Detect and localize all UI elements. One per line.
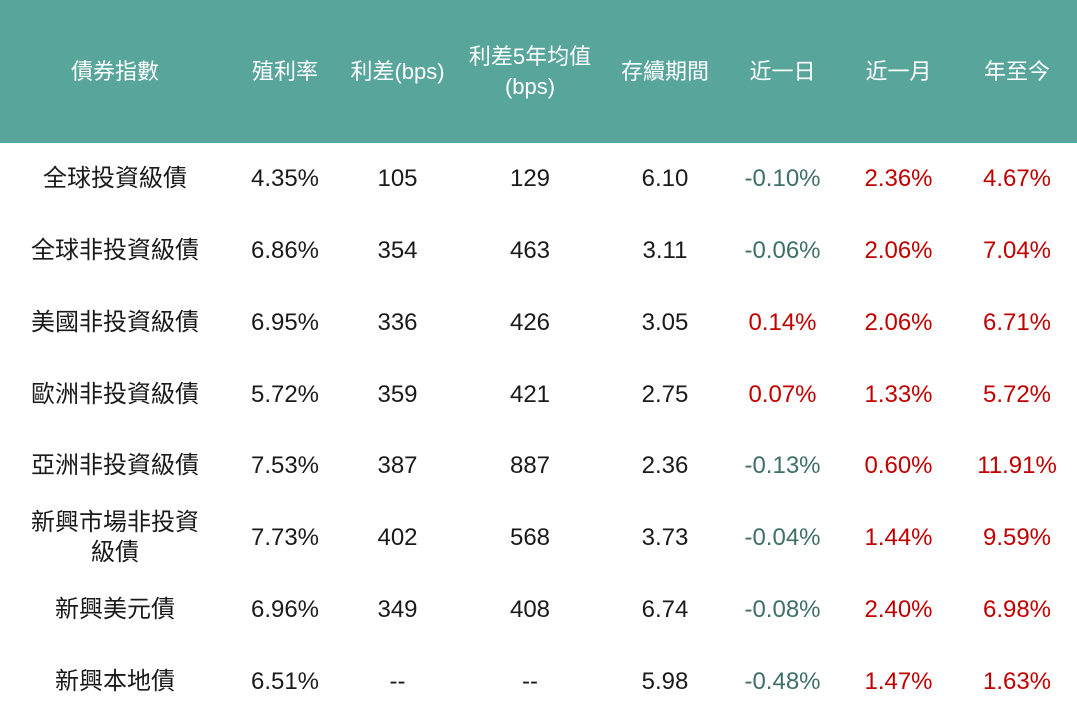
duration-cell: 2.75 [641, 380, 689, 408]
change-1d-cell: -0.06% [744, 236, 821, 264]
change-ytd-cell: 6.98% [982, 596, 1052, 624]
spread-cell: 359 [377, 380, 418, 408]
table-row: 新興美元債 6.96% 349 408 6.74 -0.08% 2.40% 6.… [0, 574, 1077, 646]
change-1m-cell: 1.47% [864, 668, 933, 696]
change-1d-cell: -0.10% [744, 164, 821, 192]
spread-5y-cell: 426 [509, 308, 551, 336]
spread-cell: 105 [377, 164, 418, 192]
yield-cell: 6.51% [250, 668, 320, 696]
change-1d-cell: -0.08% [744, 596, 821, 624]
change-ytd-cell: 4.67% [982, 164, 1052, 192]
index-name-cell: 新興市場非投資 級債 [31, 509, 199, 567]
spread-5y-cell: 421 [509, 380, 551, 408]
spread-cell: 387 [377, 452, 418, 480]
index-name-cell: 全球投資級債 [43, 164, 187, 192]
col-header-spread-5y-avg: 利差5年均值 (bps) [468, 43, 592, 99]
spread-cell: 349 [377, 596, 418, 624]
spread-5y-cell: 129 [509, 164, 551, 192]
duration-cell: 3.11 [642, 236, 688, 264]
yield-cell: 7.53% [250, 452, 320, 480]
change-ytd-cell: 1.63% [982, 668, 1052, 696]
yield-cell: 5.72% [250, 380, 320, 408]
change-1m-cell: 2.36% [864, 164, 933, 192]
yield-cell: 6.95% [250, 308, 320, 336]
change-1d-cell: -0.48% [744, 668, 821, 696]
duration-cell: 2.36 [641, 452, 689, 480]
index-name-cell: 亞洲非投資級債 [31, 452, 199, 480]
change-1d-cell: 0.14% [748, 308, 817, 336]
change-ytd-cell: 5.72% [982, 380, 1052, 408]
index-name-cell: 新興美元債 [55, 596, 175, 624]
change-1m-cell: 2.06% [864, 236, 933, 264]
spread-cell: 336 [377, 308, 418, 336]
spread-5y-cell: 463 [509, 236, 551, 264]
spread-5y-cell: 568 [509, 524, 551, 552]
spread-5y-cell: -- [522, 668, 538, 696]
duration-cell: 6.74 [641, 596, 689, 624]
yield-cell: 7.73% [250, 524, 320, 552]
col-header-1m-change: 近一月 [865, 58, 932, 84]
change-1m-cell: 1.44% [864, 524, 933, 552]
table-row: 新興本地債 6.51% -- -- 5.98 -0.48% 1.47% 1.63… [0, 646, 1077, 718]
change-1m-cell: 2.40% [864, 596, 933, 624]
index-name-cell: 歐洲非投資級債 [31, 380, 199, 408]
spread-5y-cell: 408 [509, 596, 551, 624]
table-row: 全球投資級債 4.35% 105 129 6.10 -0.10% 2.36% 4… [0, 143, 1077, 215]
duration-cell: 3.05 [641, 308, 689, 336]
spread-cell: 354 [377, 236, 418, 264]
table-row: 新興市場非投資 級債 7.73% 402 568 3.73 -0.04% 1.4… [0, 502, 1077, 574]
change-1d-cell: -0.04% [744, 524, 821, 552]
index-name-cell: 新興本地債 [55, 668, 175, 696]
duration-cell: 3.73 [641, 524, 689, 552]
table-body: 全球投資級債 4.35% 105 129 6.10 -0.10% 2.36% 4… [0, 143, 1077, 718]
change-ytd-cell: 11.91% [977, 452, 1057, 480]
table-row: 亞洲非投資級債 7.53% 387 887 2.36 -0.13% 0.60% … [0, 431, 1077, 503]
index-name-cell: 美國非投資級債 [31, 308, 199, 336]
col-header-yield: 殖利率 [251, 58, 318, 84]
change-ytd-cell: 9.59% [982, 524, 1052, 552]
index-name-cell: 全球非投資級債 [31, 236, 199, 264]
col-header-bond-index: 債券指數 [70, 58, 159, 84]
table-row: 美國非投資級債 6.95% 336 426 3.05 0.14% 2.06% 6… [0, 287, 1077, 359]
change-1m-cell: 2.06% [864, 308, 933, 336]
spread-5y-cell: 887 [509, 452, 551, 480]
table-row: 全球非投資級債 6.86% 354 463 3.11 -0.06% 2.06% … [0, 215, 1077, 287]
duration-cell: 5.98 [641, 668, 689, 696]
col-header-spread-bps: 利差(bps) [350, 58, 445, 84]
spread-cell: 402 [377, 524, 418, 552]
yield-cell: 4.35% [250, 164, 320, 192]
spread-cell: -- [389, 668, 406, 696]
change-1m-cell: 1.33% [864, 380, 933, 408]
col-header-ytd-change: 年至今 [983, 58, 1050, 84]
change-1m-cell: 0.60% [864, 452, 933, 480]
yield-cell: 6.86% [250, 236, 320, 264]
change-ytd-cell: 6.71% [982, 308, 1052, 336]
yield-cell: 6.96% [250, 596, 320, 624]
col-header-duration: 存續期間 [620, 58, 709, 84]
change-ytd-cell: 7.04% [982, 236, 1052, 264]
table-header-row: 債券指數 殖利率 利差(bps) 利差5年均值 (bps) 存續期間 近一日 近… [0, 0, 1077, 143]
change-1d-cell: 0.07% [748, 380, 817, 408]
col-header-1d-change: 近一日 [749, 58, 816, 84]
table-row: 歐洲非投資級債 5.72% 359 421 2.75 0.07% 1.33% 5… [0, 359, 1077, 431]
duration-cell: 6.10 [641, 164, 689, 192]
change-1d-cell: -0.13% [744, 452, 821, 480]
